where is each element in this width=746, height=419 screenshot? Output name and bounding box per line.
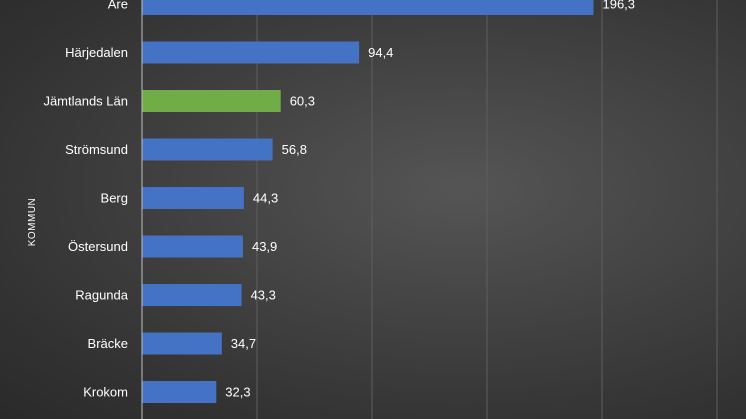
category-label: Åre — [108, 0, 128, 12]
value-label: 43,9 — [252, 239, 277, 254]
category-label: Jämtlands Län — [43, 94, 128, 109]
category-label: Strömsund — [65, 142, 128, 157]
category-label: Berg — [101, 191, 128, 206]
bar-3 — [142, 138, 273, 161]
value-label: 32,3 — [225, 385, 250, 400]
category-label: Härjedalen — [65, 45, 128, 60]
category-label: Ragunda — [75, 288, 129, 303]
value-labels: 196,3 94,4 60,3 56,8 44,3 43,9 43,3 34,7 32,3 — [225, 0, 635, 400]
value-label: 44,3 — [253, 191, 278, 206]
value-label: 60,3 — [290, 94, 315, 109]
category-label: Bräcke — [88, 336, 128, 351]
category-label: Krokom — [83, 385, 128, 400]
bar-2 — [142, 90, 281, 112]
category-label: Östersund — [68, 239, 128, 254]
bar-6 — [142, 284, 242, 306]
y-axis-title: KOMMUN — [27, 198, 38, 247]
value-label: 43,3 — [251, 288, 276, 303]
value-label: 196,3 — [602, 0, 635, 12]
bar-4 — [142, 187, 244, 209]
bar-0 — [142, 0, 594, 15]
value-label: 34,7 — [231, 336, 256, 351]
bar-5 — [142, 235, 243, 258]
bar-1 — [142, 41, 360, 64]
gridlines — [256, 0, 718, 419]
value-label: 56,8 — [282, 142, 307, 157]
category-labels: Åre Härjedalen Jämtlands Län Strömsund Berg Ö… — [43, 0, 128, 400]
bars — [142, 0, 594, 403]
bar-7 — [142, 332, 222, 355]
bar-8 — [142, 381, 217, 403]
value-label: 94,4 — [368, 45, 393, 60]
